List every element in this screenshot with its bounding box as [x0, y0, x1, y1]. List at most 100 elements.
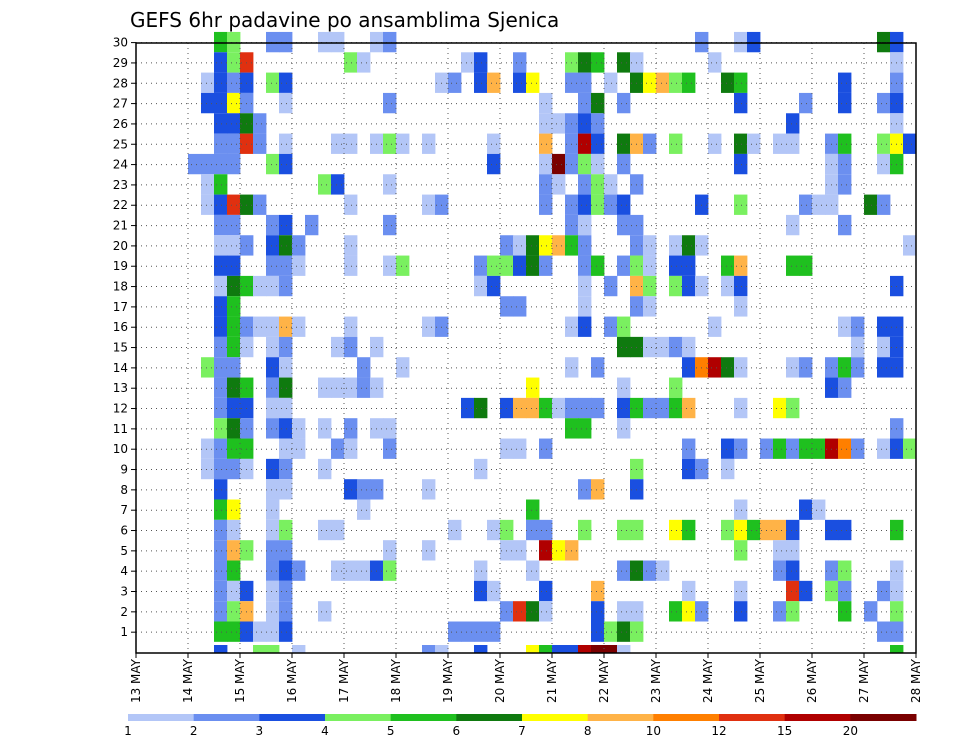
heatmap-cell — [279, 580, 293, 602]
heatmap-cell — [734, 580, 748, 602]
heatmap-cell — [578, 296, 592, 317]
heatmap-cell — [292, 418, 306, 439]
heatmap-cell — [487, 580, 501, 602]
heatmap-cell — [617, 153, 631, 175]
heatmap-cell — [279, 601, 293, 622]
heatmap-cell — [851, 438, 865, 459]
heatmap-cell — [279, 519, 293, 541]
heatmap-cell — [786, 580, 800, 602]
heatmap-cell — [422, 133, 436, 154]
heatmap-cell — [526, 235, 540, 256]
heatmap-cell — [604, 174, 618, 195]
heatmap-cell — [396, 255, 410, 276]
heatmap-cell — [708, 357, 722, 378]
heatmap-cell — [487, 519, 501, 541]
heatmap-cell — [344, 316, 358, 337]
y-tick-label: 10 — [113, 442, 128, 456]
legend-swatch — [193, 714, 260, 721]
legend-label: 1 — [124, 724, 132, 738]
heatmap-cell — [682, 275, 696, 297]
heatmap-cell — [344, 255, 358, 276]
heatmap-cell — [734, 133, 748, 154]
heatmap-cell — [786, 601, 800, 622]
heatmap-cell — [695, 357, 709, 378]
heatmap-cell — [279, 357, 293, 378]
heatmap-cell — [253, 194, 267, 215]
heatmap-cell — [279, 275, 293, 297]
heatmap-cell — [877, 438, 891, 459]
heatmap-cell — [851, 336, 865, 358]
heatmap-cell — [526, 397, 540, 419]
heatmap-cell — [214, 621, 228, 642]
heatmap-cell — [617, 397, 631, 419]
heatmap-cell — [786, 357, 800, 378]
legend-label: 3 — [256, 724, 264, 738]
heatmap-cell — [799, 580, 813, 602]
legend-swatch — [128, 714, 195, 721]
heatmap-cell — [864, 194, 878, 215]
heatmap-cell — [279, 92, 293, 114]
heatmap-cell — [266, 519, 280, 541]
heatmap-cell — [786, 397, 800, 419]
legend-swatch — [850, 714, 917, 721]
heatmap-cell — [526, 72, 540, 93]
heatmap-cell — [214, 438, 228, 459]
heatmap-cell — [279, 153, 293, 175]
heatmap-cell — [383, 31, 397, 53]
heatmap-cell — [435, 72, 449, 93]
heatmap-cell — [786, 519, 800, 541]
heatmap-cell — [253, 316, 267, 337]
heatmap-cell — [526, 255, 540, 276]
heatmap-cell — [656, 336, 670, 358]
heatmap-cell — [591, 153, 605, 175]
heatmap-cell — [331, 438, 345, 459]
heatmap-cell — [383, 92, 397, 114]
heatmap-cell — [214, 52, 228, 73]
heatmap-cell — [461, 397, 475, 419]
heatmap-cell — [474, 645, 488, 653]
heatmap-cell — [279, 255, 293, 276]
heatmap-cell — [227, 52, 241, 73]
heatmap-cell — [318, 601, 332, 622]
heatmap-cell — [838, 560, 852, 581]
heatmap-cell — [188, 153, 202, 175]
heatmap-cell — [474, 580, 488, 602]
heatmap-cell — [279, 397, 293, 419]
heatmap-cell — [721, 458, 735, 480]
heatmap-cell — [721, 519, 735, 541]
heatmap-cell — [227, 560, 241, 581]
heatmap-cell — [214, 275, 228, 297]
heatmap-cell — [617, 601, 631, 622]
heatmap-cell — [266, 645, 280, 653]
heatmap-cell — [370, 418, 384, 439]
heatmap-cell — [578, 418, 592, 439]
heatmap-cell — [279, 540, 293, 561]
heatmap-cell — [877, 133, 891, 154]
heatmap-cell — [214, 418, 228, 439]
heatmap-cell — [227, 113, 241, 134]
heatmap-cell — [734, 153, 748, 175]
heatmap-cell — [331, 519, 345, 541]
heatmap-cell — [773, 133, 787, 154]
heatmap-cell — [552, 174, 566, 195]
heatmap-cell — [539, 133, 553, 154]
heatmap-cell — [682, 601, 696, 622]
heatmap-cell — [253, 645, 267, 653]
y-tick-label: 15 — [113, 341, 128, 355]
y-tick-label: 21 — [113, 219, 128, 233]
heatmap-cell — [487, 133, 501, 154]
heatmap-cell — [266, 377, 280, 398]
heatmap-cell — [227, 499, 241, 520]
heatmap-cell — [786, 560, 800, 581]
heatmap-cell — [773, 397, 787, 419]
heatmap-cell — [227, 336, 241, 358]
heatmap-cell — [448, 72, 462, 93]
heatmap-cell — [279, 31, 293, 53]
heatmap-cell — [656, 560, 670, 581]
heatmap-cell — [318, 418, 332, 439]
heatmap-cell — [227, 580, 241, 602]
heatmap-cell — [227, 235, 241, 256]
heatmap-cell — [227, 397, 241, 419]
y-tick-label: 24 — [113, 158, 128, 172]
heatmap-cell — [617, 336, 631, 358]
